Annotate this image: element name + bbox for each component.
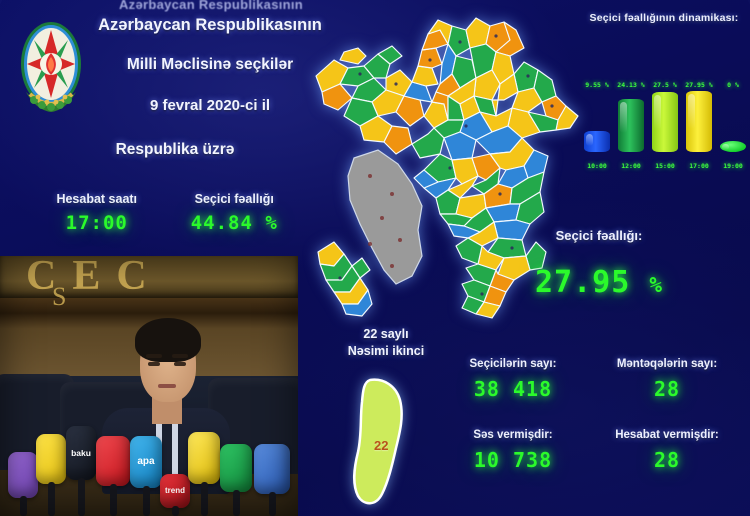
mic-flag	[188, 432, 220, 484]
bar-value-label: 27.95 %	[685, 81, 713, 89]
bar	[584, 130, 610, 152]
bar	[652, 92, 678, 152]
district-title-line-2: Nəsimi ikinci	[347, 343, 425, 358]
stat-value: 17:00	[65, 212, 128, 234]
header-line-1: Azərbaycan Respublikasının	[98, 16, 322, 34]
mic-flag	[254, 444, 290, 494]
bar	[618, 99, 644, 152]
azerbaijan-district-map[interactable]	[300, 8, 590, 326]
mic-stem	[20, 496, 27, 516]
header-line-2: Milli Məclisinə seçkilər	[126, 56, 294, 73]
bar-value-label: 27.5 %	[653, 81, 677, 89]
speaker-tie	[162, 424, 172, 482]
stat-report-hour: Hesabat saatı 17:00	[28, 192, 166, 234]
bar-column: 27.95 %	[685, 81, 713, 152]
x-tick: 17:00	[689, 162, 709, 170]
mic-flag-trend: trend	[160, 474, 190, 508]
x-tick: 19:00	[723, 162, 743, 170]
chart-plot-area: 9.55 % 24.13 % 27.5 % 27.95 % 0 % 10:00	[584, 81, 746, 170]
mic-stem	[172, 506, 179, 516]
speaker-hair	[135, 318, 201, 362]
stat-precincts-count: Məntəqələrin sayı: 28	[590, 358, 744, 401]
clipped-top-text: Azərbaycan Respublikasının	[118, 0, 304, 12]
scope-subtitle: Respublika üzrə	[115, 141, 235, 158]
live-video-feed[interactable]: CEC S baku	[0, 256, 298, 516]
turnout-number: 27.95	[534, 265, 631, 300]
header: Azərbaycan Respublikasının Azərbaycan Re…	[0, 0, 330, 135]
stat-label: Hesabat saatı	[56, 192, 138, 206]
wall-logo-sub: S	[52, 282, 67, 311]
stat-value: 38 418	[473, 377, 553, 401]
azerbaijan-state-emblem-icon	[16, 14, 86, 118]
map-svg	[315, 17, 579, 319]
stat-value: 10 738	[473, 448, 553, 472]
stat-votes-cast: Səs vermişdir: 10 738	[436, 429, 590, 472]
bar-value-label: 9.55 %	[585, 81, 609, 89]
stat-label: Seçicilərin sayı:	[469, 358, 557, 370]
speaker-eye	[174, 362, 186, 366]
wall-top-band	[0, 256, 298, 298]
bar	[720, 140, 746, 152]
stat-label: Hesabat vermişdir:	[615, 429, 719, 441]
republic-summary-stats: Hesabat saatı 17:00 Seçici fəallığı 44.8…	[28, 192, 303, 234]
chart-title: Seçici fəallığının dinamikası:	[589, 12, 739, 24]
turnout-value: 27.95 %	[468, 265, 730, 300]
header-line-3: 9 fevral 2020-ci il	[149, 97, 271, 114]
stat-value: 28	[653, 377, 681, 401]
microphone-cluster: baku apa trend	[0, 388, 298, 516]
x-tick: 15:00	[655, 162, 675, 170]
district-number: 22	[374, 438, 389, 453]
bar-value-label: 24.13 %	[617, 81, 645, 89]
selected-district-callout[interactable]: 22 saylı Nəsimi ikinci 22	[322, 326, 450, 512]
district-title: 22 saylı Nəsimi ikinci	[322, 326, 450, 360]
turnout-dynamics-chart: Seçici fəallığının dinamikası: 9.55 % 24…	[578, 12, 750, 182]
mic-stem	[78, 478, 85, 516]
bar-column: 0 %	[720, 81, 746, 152]
percent-sign: %	[649, 273, 664, 297]
speaker-mouth	[158, 384, 176, 388]
bar-column: 24.13 %	[617, 81, 645, 152]
mic-flag	[8, 452, 38, 498]
mic-stem	[110, 484, 117, 516]
stat-voters-count: Seçicilərin sayı: 38 418	[436, 358, 590, 401]
stat-value: 28	[653, 448, 681, 472]
mic-flag	[220, 444, 252, 492]
stat-voter-turnout-republic: Seçici fəallığı 44.84 %	[166, 192, 304, 234]
stat-value: 44.84 %	[190, 212, 278, 234]
district-turnout-panel: Seçici fəallığı: 27.95 %	[468, 228, 730, 300]
mic-flag-apa: apa	[130, 436, 162, 488]
district-stats-grid: Seçicilərin sayı: 38 418 Məntəqələrin sa…	[436, 358, 744, 472]
chart-bars: 9.55 % 24.13 % 27.5 % 27.95 % 0 %	[584, 81, 746, 152]
bar-column: 9.55 %	[584, 81, 610, 152]
district-title-line-1: 22 saylı	[363, 327, 409, 341]
stat-label: Məntəqələrin sayı:	[616, 358, 718, 370]
x-tick: 10:00	[587, 162, 607, 170]
mic-stem	[233, 490, 240, 516]
chart-x-axis-ticks: 10:00 12:00 15:00 17:00 19:00	[584, 162, 746, 170]
mic-stem	[48, 482, 55, 516]
bar	[686, 91, 712, 152]
mic-flag	[36, 434, 66, 484]
turnout-label: Seçici fəallığı:	[555, 228, 643, 243]
stat-label: Seçici fəallığı	[194, 192, 274, 206]
mic-stem	[269, 492, 276, 516]
bar-value-label: 0 %	[727, 81, 739, 89]
bar-column: 27.5 %	[652, 81, 678, 152]
stat-reported-count: Hesabat vermişdir: 28	[590, 429, 744, 472]
mic-flag-baku: baku	[66, 426, 96, 480]
mic-stem	[143, 486, 150, 516]
speaker-eye	[148, 362, 160, 366]
speaker-brow	[172, 354, 188, 358]
district-shape-icon	[353, 378, 403, 505]
mic-stem	[201, 482, 208, 516]
x-tick: 12:00	[621, 162, 641, 170]
wall-logo-text: CEC	[26, 256, 163, 299]
stat-label: Səs vermişdir:	[473, 429, 553, 441]
speaker-brow	[146, 354, 162, 358]
mic-flag	[96, 436, 130, 486]
